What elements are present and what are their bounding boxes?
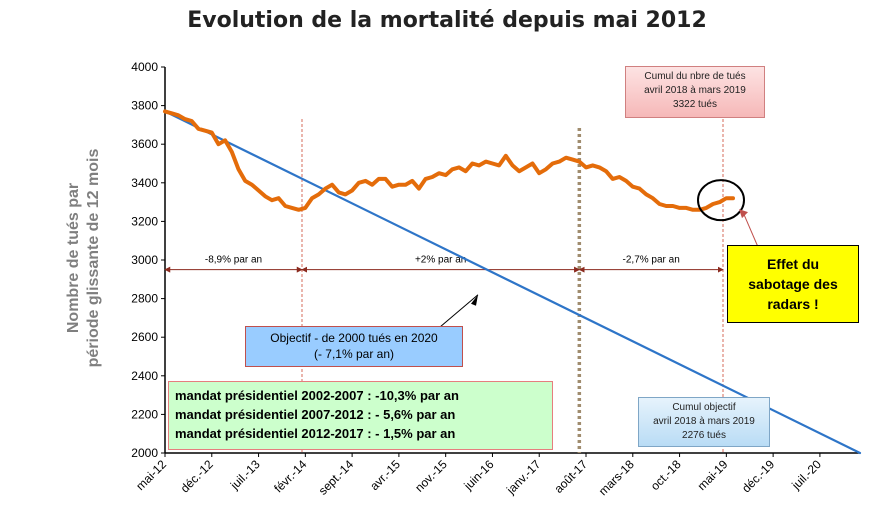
y-tick-label: 4000: [131, 60, 158, 74]
effet-line1: Effet du: [766, 256, 820, 272]
y-tick-label: 2400: [131, 369, 158, 383]
y-tick-label: 2000: [131, 446, 158, 460]
cumul-tues-callout: Cumul du nbre de tués avril 2018 à mars …: [625, 66, 765, 118]
x-tick-label: nov.-15: [412, 457, 450, 495]
x-tick-label: oct.-18: [648, 457, 684, 493]
x-tick-label: mai-19: [695, 457, 731, 493]
y-axis-title: Nombre de tués par période glissante de …: [65, 149, 102, 368]
mandat-2007-2012: mandat présidentiel 2007-2012 : - 5,6% p…: [175, 407, 456, 422]
trend-label: -2,7% par an: [623, 255, 680, 266]
cumul-objectif-callout: Cumul objectif avril 2018 à mars 2019 22…: [638, 397, 770, 447]
objectif-line2: (- 7,1% par an): [313, 347, 395, 361]
x-tick-label: sept.-14: [316, 457, 357, 498]
trend-arrows: -8,9% par an +2% par an -2,7% par an: [164, 255, 724, 273]
x-tick-label: avr.-15: [367, 457, 403, 493]
mandat-2012-2017: mandat présidentiel 2012-2017 : - 1,5% p…: [175, 426, 456, 441]
effet-sabotage-callout: Effet du sabotage des radars !: [727, 245, 859, 323]
mortality-line: [163, 109, 735, 212]
mandats-box: mandat présidentiel 2002-2007 : -10,3% p…: [168, 381, 553, 450]
x-tick-label: mai-12: [133, 457, 169, 493]
x-tick-label: juin-16: [460, 457, 496, 493]
mandat-2002-2007: mandat présidentiel 2002-2007 : -10,3% p…: [175, 388, 459, 403]
objectif-line: [163, 110, 862, 455]
objectif-callout: Objectif - de 2000 tués en 2020 (- 7,1% …: [245, 326, 463, 367]
y-tick-label: 2600: [131, 330, 158, 344]
x-tick-label: juil.-13: [227, 457, 263, 493]
y-tick-label: 2200: [131, 407, 158, 421]
objectif-pointer-head: [471, 294, 478, 306]
x-tick-label: août-17: [551, 457, 590, 496]
effet-line3: radars !: [767, 296, 819, 312]
cumul-obj-line3: 2276 tués: [682, 430, 726, 441]
y-axis-title-line1: Nombre de tués par: [65, 183, 82, 333]
callout-lines: [439, 179, 759, 328]
effet-line2: sabotage des: [748, 276, 838, 292]
y-tick-label: 3600: [131, 137, 158, 151]
objectif-line1: Objectif - de 2000 tués en 2020: [270, 331, 438, 345]
x-tick-label: janv.-17: [503, 457, 543, 497]
cumul-obj-line2: avril 2018 à mars 2019: [653, 416, 755, 427]
y-tick-label: 2800: [131, 292, 158, 306]
y-tick-label: 3400: [131, 176, 158, 190]
series-lines: [163, 109, 862, 455]
effet-pointer: [742, 211, 759, 248]
cumul-tues-line3: 3322 tués: [673, 99, 717, 110]
effet-pointer-head: [739, 209, 748, 219]
objectif-pointer: [439, 294, 479, 328]
y-tick-label: 3000: [131, 253, 158, 267]
x-tick-label: mars-18: [596, 457, 637, 498]
y-axis-title-line2: période glissante de 12 mois: [85, 149, 102, 368]
x-tick-label: févr.-14: [271, 457, 309, 495]
trend-label: -8,9% par an: [205, 255, 262, 266]
sabotage-circle: [697, 179, 745, 222]
chart-title: Evolution de la mortalité depuis mai 201…: [187, 8, 707, 33]
y-tick-label: 3200: [131, 214, 158, 228]
x-tick-label: juil.-20: [788, 457, 824, 493]
cumul-obj-line1: Cumul objectif: [672, 402, 736, 413]
trend-label: +2% par an: [415, 255, 466, 266]
vertical-markers: [301, 119, 724, 453]
y-tick-label: 3800: [131, 99, 158, 113]
cumul-tues-line1: Cumul du nbre de tués: [644, 71, 746, 82]
x-tick-label: déc.-12: [178, 457, 216, 495]
x-tick-label: déc.-19: [739, 457, 777, 495]
cumul-tues-line2: avril 2018 à mars 2019: [644, 85, 746, 96]
